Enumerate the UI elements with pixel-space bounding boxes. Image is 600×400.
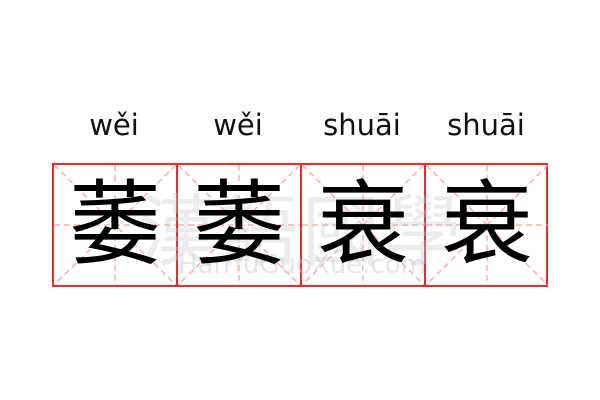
guide-lines — [302, 165, 424, 285]
character-cell: 萎 — [54, 165, 176, 285]
guide-lines — [178, 165, 300, 285]
chinese-character: 衰 — [440, 171, 533, 278]
character-cell: 萎 — [176, 165, 300, 285]
chinese-character: 萎 — [68, 171, 161, 278]
guide-lines — [426, 165, 548, 285]
pinyin-3: shuāi — [323, 108, 401, 142]
pinyin-1: wěi — [89, 108, 139, 142]
pinyin-4: shuāi — [447, 108, 525, 142]
chinese-character: 萎 — [192, 171, 285, 278]
watermark-text: 漢語國學 — [137, 188, 466, 278]
pinyin-2: wěi — [213, 108, 263, 142]
character-cell: 衰 — [424, 165, 548, 285]
watermark-url: HanYuGuoXue.com — [178, 250, 426, 280]
character-grid: 漢語國學 HanYuGuoXue.com 萎萎衰衰 — [52, 163, 548, 287]
character-cell: 衰 — [300, 165, 424, 285]
guide-lines — [54, 165, 176, 285]
chinese-character: 衰 — [316, 171, 409, 278]
